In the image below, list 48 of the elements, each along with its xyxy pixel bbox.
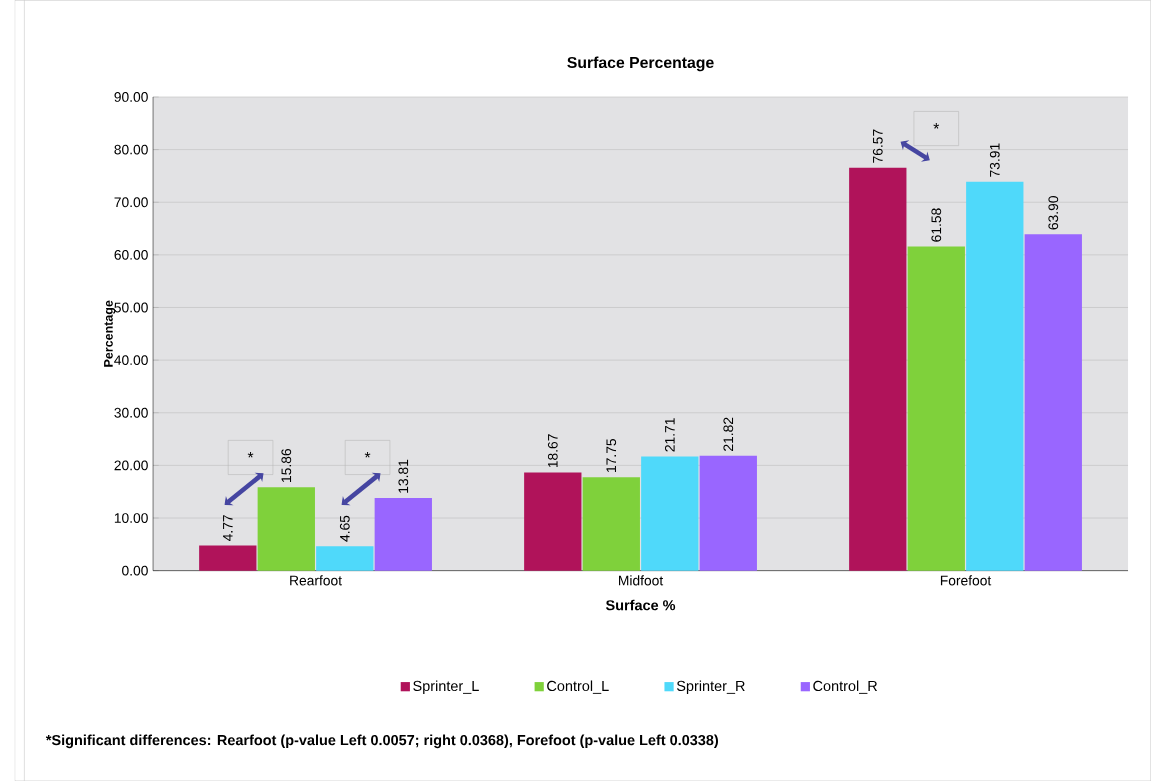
- data-label: 15.86: [281, 448, 292, 482]
- bar: [907, 246, 965, 571]
- data-label: 4.65: [339, 515, 350, 542]
- bar: [316, 546, 374, 571]
- legend-label: Control_R: [813, 680, 878, 694]
- bar: [524, 472, 582, 571]
- y-tick-label: 90.00: [114, 92, 148, 102]
- data-label: 73.91: [989, 143, 1000, 177]
- y-tick-label: 80.00: [114, 144, 148, 155]
- x-tick-label: Midfoot: [619, 575, 664, 586]
- y-tick-label: 0.00: [122, 565, 148, 576]
- bar: [641, 456, 699, 571]
- data-label: 17.75: [606, 438, 617, 472]
- annotation: *: [933, 123, 940, 129]
- chart-title: Surface Percentage: [567, 56, 714, 72]
- y-tick-label: 10.00: [114, 513, 148, 523]
- data-label: 18.67: [547, 434, 558, 468]
- y-tick-label: 30.00: [114, 407, 148, 418]
- bar: [582, 477, 640, 571]
- text: *Significant differences: Rearfoot (p-value Left 0.0057; right 0.0368), Forefoot (p-value Left 0.0338): [45, 734, 719, 749]
- bar: [199, 545, 257, 571]
- bar: [374, 497, 432, 571]
- y-tick-label: 50.00: [114, 302, 148, 313]
- bar: [849, 167, 907, 571]
- annotation: *: [247, 452, 254, 458]
- y-tick-label: 60.00: [114, 249, 148, 260]
- bar: [257, 487, 315, 571]
- data-label: 21.71: [664, 418, 675, 452]
- y-tick-label: 20.00: [114, 460, 148, 471]
- x-tick-label: Rearfoot: [290, 575, 342, 586]
- y-tick-label: 40.00: [114, 355, 148, 365]
- y-axis-title: Percentage: [104, 300, 116, 367]
- bar: [1024, 234, 1082, 571]
- data-label: 4.77: [223, 515, 233, 541]
- data-label: 76.57: [872, 129, 883, 163]
- data-label: 61.58: [931, 208, 942, 242]
- data-label: 21.82: [723, 417, 734, 451]
- bar: [966, 181, 1024, 571]
- legend-label: Sprinter_R: [676, 680, 745, 694]
- data-label: 13.81: [398, 459, 409, 493]
- x-axis-title: Surface %: [605, 599, 676, 611]
- legend-label: Control_L: [547, 680, 609, 694]
- legend-label: Sprinter_L: [413, 680, 479, 694]
- annotation: *: [364, 452, 371, 458]
- y-tick-label: 70.00: [114, 197, 148, 208]
- data-label: 63.90: [1048, 196, 1059, 230]
- bar: [699, 455, 757, 571]
- x-tick-label: Forefoot: [940, 575, 992, 586]
